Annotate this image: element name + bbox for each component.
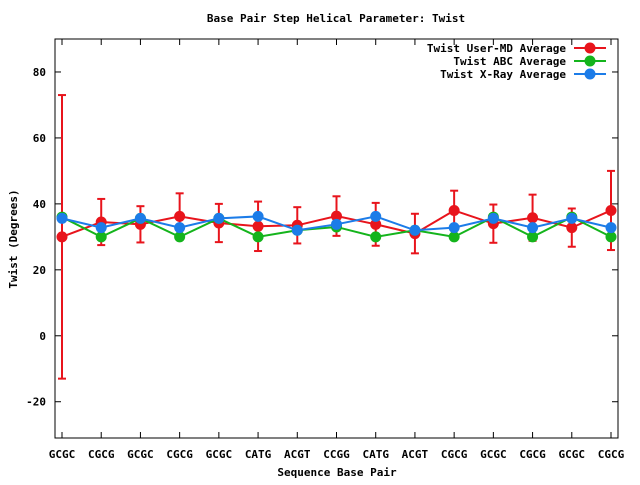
data-point	[291, 224, 303, 236]
data-point	[527, 231, 539, 243]
x-tick-label: GCGC	[49, 448, 76, 461]
x-tick-label: CATG	[245, 448, 272, 461]
data-point	[252, 231, 264, 243]
data-point	[95, 231, 107, 243]
x-axis-label: Sequence Base Pair	[277, 466, 397, 479]
data-point	[252, 210, 264, 222]
x-tick-label: CGCG	[166, 448, 193, 461]
data-point	[605, 231, 617, 243]
x-tick-label: CGCG	[598, 448, 625, 461]
x-tick-label: CGCG	[519, 448, 546, 461]
data-point	[370, 218, 382, 230]
legend-label: Twist User-MD Average	[427, 42, 566, 55]
y-tick-label: 80	[33, 66, 46, 79]
data-point	[56, 212, 68, 224]
data-point	[605, 204, 617, 216]
data-point	[566, 212, 578, 224]
data-point	[174, 231, 186, 243]
data-point	[487, 212, 499, 224]
data-point	[134, 212, 146, 224]
x-tick-label: CGCG	[88, 448, 115, 461]
data-point	[527, 222, 539, 234]
chart-title: Base Pair Step Helical Parameter: Twist	[207, 12, 465, 25]
y-tick-label: 20	[33, 264, 46, 277]
y-tick-label: -20	[26, 396, 46, 409]
data-point	[605, 222, 617, 234]
x-tick-label: GCGC	[559, 448, 586, 461]
data-point	[448, 231, 460, 243]
y-tick-label: 60	[33, 132, 46, 145]
legend-marker	[584, 42, 596, 54]
x-tick-label: ACGT	[284, 448, 311, 461]
legend-marker	[584, 68, 596, 80]
y-tick-label: 40	[33, 198, 46, 211]
data-point	[370, 231, 382, 243]
data-point	[370, 210, 382, 222]
data-point	[331, 218, 342, 230]
data-point	[448, 204, 460, 216]
data-point	[174, 222, 186, 234]
x-tick-label: GCGC	[206, 448, 233, 461]
data-point	[56, 231, 68, 243]
x-tick-label: CGCG	[441, 448, 468, 461]
data-point	[174, 210, 186, 222]
legend-label: Twist X-Ray Average	[440, 68, 566, 81]
data-point	[95, 222, 107, 234]
data-point	[213, 212, 225, 224]
data-point	[566, 222, 578, 234]
data-point	[331, 210, 342, 222]
y-tick-label: 0	[39, 330, 46, 343]
x-tick-label: CATG	[362, 448, 389, 461]
legend-label: Twist ABC Average	[453, 55, 566, 68]
x-tick-label: CCGG	[323, 448, 350, 461]
data-point	[527, 212, 539, 224]
x-tick-label: GCGC	[127, 448, 154, 461]
x-tick-label: GCGC	[480, 448, 507, 461]
data-point	[252, 220, 264, 232]
data-point	[448, 222, 460, 234]
series-3	[56, 210, 617, 236]
x-tick-label: ACGT	[402, 448, 429, 461]
legend-marker	[584, 55, 596, 67]
y-axis-label: Twist (Degrees)	[7, 189, 20, 288]
data-point	[409, 224, 421, 236]
